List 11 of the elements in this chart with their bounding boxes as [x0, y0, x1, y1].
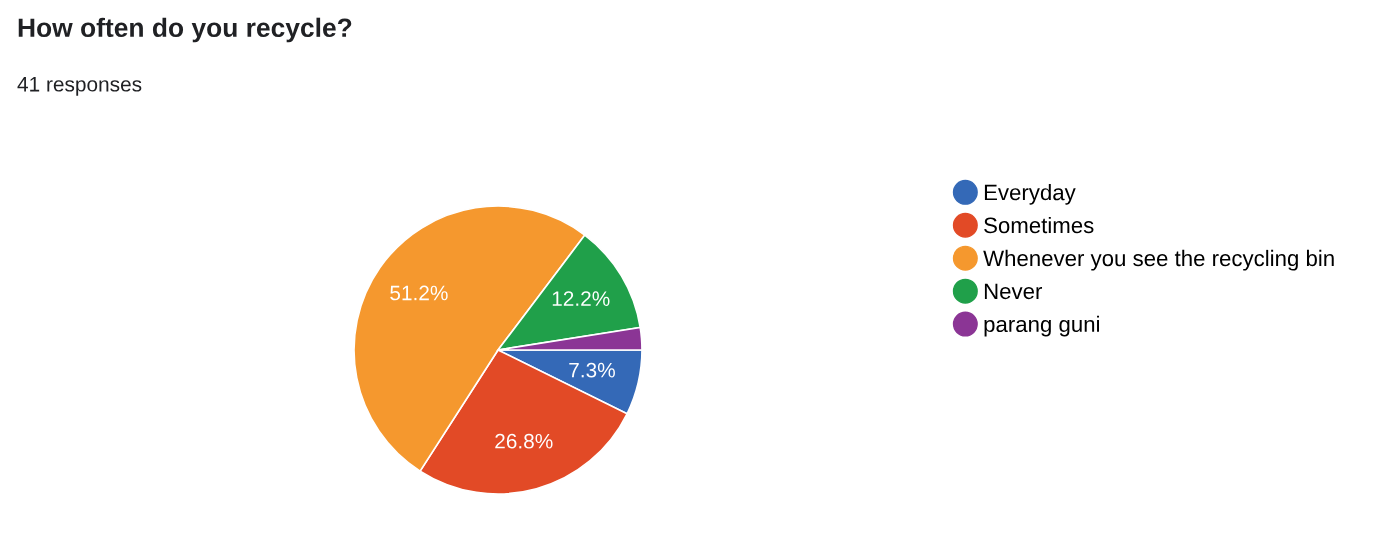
chart-title: How often do you recycle?: [18, 17, 352, 43]
legend-label: Sometimes: [984, 216, 1094, 234]
legend-label: Everyday: [984, 184, 1076, 205]
legend-label: parang guni: [984, 315, 1099, 337]
data-label: 26.8%: [495, 433, 553, 449]
legend-label: Never: [984, 283, 1043, 300]
data-label: 51.2%: [390, 285, 448, 301]
data-label: 12.2%: [552, 291, 610, 306]
data-label: 7.3%: [569, 362, 615, 378]
text: 41 responses: [17, 77, 142, 96]
legend-label: Whenever you see the recycling bin: [983, 249, 1334, 271]
